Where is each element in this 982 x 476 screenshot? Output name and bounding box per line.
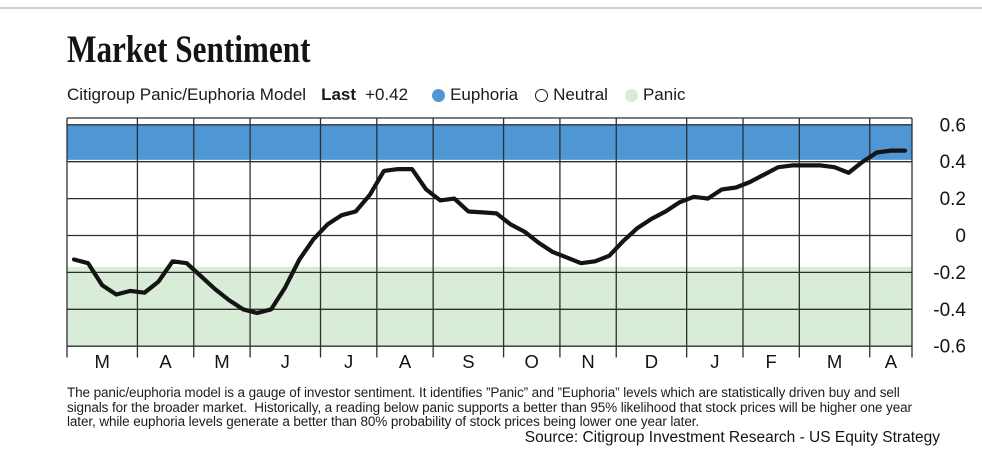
legend-item-euphoria: Euphoria	[432, 85, 518, 105]
legend-item-panic: Panic	[624, 85, 686, 105]
last-value: +0.42	[365, 85, 409, 104]
footnote-line: The panic/euphoria model is a gauge of i…	[67, 385, 900, 400]
month-label: M	[214, 351, 229, 372]
chart-header: Market Sentiment Citigroup Panic/Euphori…	[67, 28, 702, 105]
chart-legend: Euphoria Neutral Panic	[432, 85, 702, 105]
month-label: M	[94, 351, 109, 372]
chart-subhead: Citigroup Panic/Euphoria Model Last +0.4…	[67, 85, 702, 105]
month-label: D	[645, 351, 658, 372]
month-label: A	[159, 351, 172, 372]
month-label: A	[399, 351, 412, 372]
y-axis-label: 0.6	[940, 115, 966, 136]
y-axis-label: -0.4	[933, 300, 966, 321]
month-label: O	[525, 351, 539, 372]
y-axis-label: 0.4	[940, 152, 967, 173]
month-label: J	[710, 351, 719, 372]
source-credit: Source: Citigroup Investment Research - …	[524, 429, 940, 446]
month-label: J	[281, 351, 290, 372]
panic-dot-icon	[624, 88, 638, 102]
sentiment-chart: M A M J J A S O N D J F M A 0.6 0.4 0.2 0 -0.2 -0.4 -0.6	[66, 115, 967, 372]
chart-subtitle: Citigroup Panic/Euphoria Model	[67, 85, 307, 104]
legend-label-panic: Panic	[642, 85, 686, 104]
month-label: N	[581, 351, 594, 372]
month-label: S	[462, 351, 474, 372]
month-label: F	[766, 351, 777, 372]
footnote-line: later, while euphoria levels generate a …	[67, 414, 700, 430]
footnote-line: signals for the broader market. Historic…	[67, 399, 912, 415]
last-label: Last	[321, 85, 357, 104]
month-label: J	[344, 351, 353, 372]
neutral-circle-icon	[535, 88, 549, 102]
euphoria-dot-icon	[432, 88, 446, 102]
page-title: Market Sentiment	[67, 28, 311, 71]
y-axis-label: 0	[955, 226, 966, 247]
sentiment-line	[71, 148, 908, 316]
chart-footnote: The panic/euphoria model is a gauge of i…	[67, 385, 947, 430]
legend-label-neutral: Neutral	[553, 85, 608, 104]
month-label: A	[885, 351, 898, 372]
y-axis-label: 0.2	[940, 189, 966, 210]
month-label: M	[827, 351, 842, 372]
euphoria-band	[67, 124, 912, 160]
legend-label-euphoria: Euphoria	[450, 85, 519, 104]
legend-item-neutral: Neutral	[535, 85, 608, 105]
top-divider	[0, 7, 982, 9]
y-axis-label: -0.6	[933, 337, 966, 358]
y-axis-label: -0.2	[933, 263, 966, 284]
